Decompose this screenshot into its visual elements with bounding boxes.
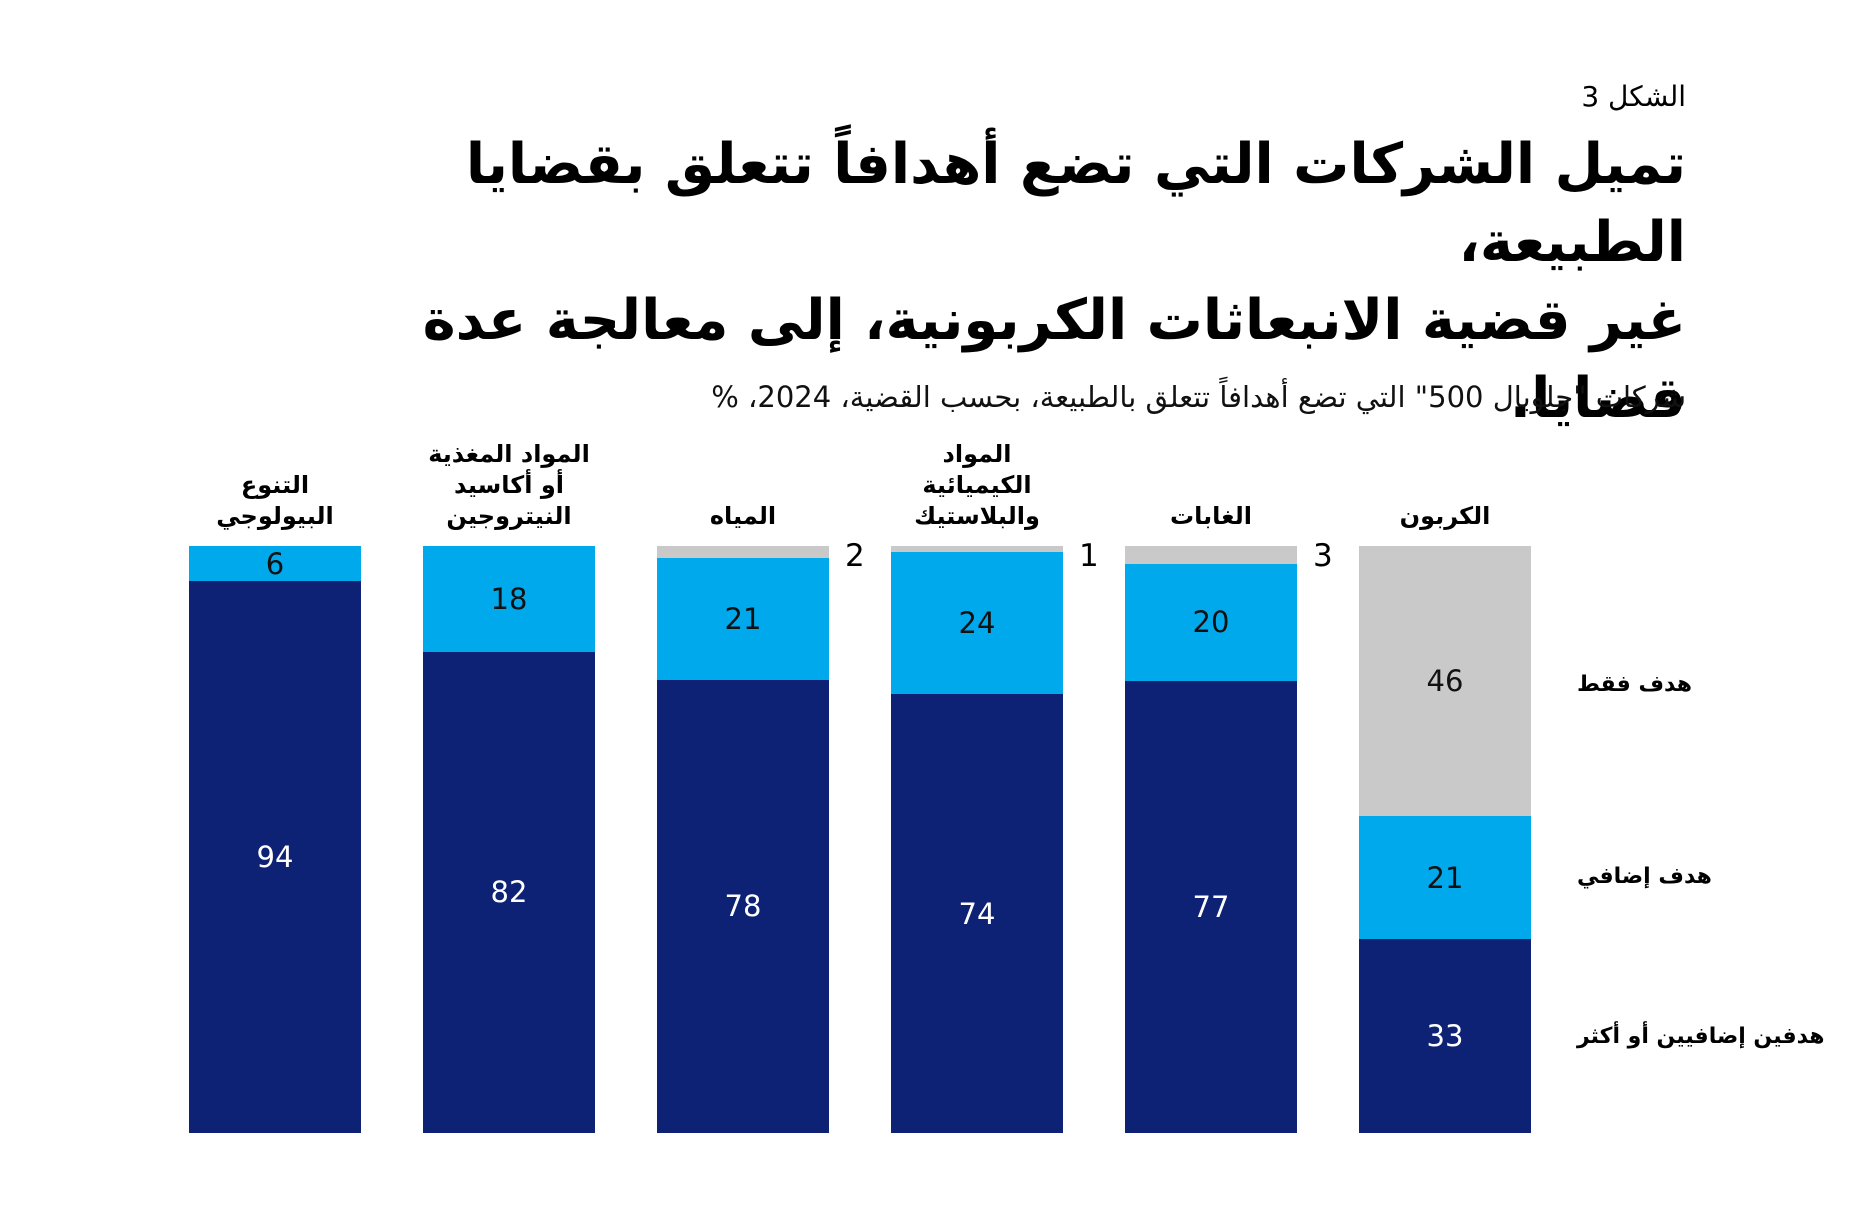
segment-value: 24 xyxy=(958,606,996,641)
segment-only_target: 2 xyxy=(657,539,865,573)
segment-two_or_more: 94 xyxy=(189,581,361,1133)
segment-value: 94 xyxy=(256,840,294,875)
segment-value-outside: 1 xyxy=(1079,538,1099,574)
stacked-bar: 6 94 xyxy=(189,546,361,1133)
chart-subtitle: شركات "جلوبال 500" التي تضع أهدافاً تتعل… xyxy=(711,380,1686,414)
column-header: المواد المغذية أو أكاسيد النيتروجين xyxy=(423,440,595,532)
stacked-bar-chart: التنوع البيولوجي 6 94 المواد المغذية أو أكاس… xyxy=(189,440,1531,1133)
column-header-line: الغابات xyxy=(1170,502,1252,530)
segment-additional_target: 6 xyxy=(189,546,361,582)
chart-column-2: المواد المغذية أو أكاسيد النيتروجين 18 82 xyxy=(423,440,595,1133)
column-header: المياه xyxy=(657,455,829,532)
segment-value: 18 xyxy=(490,581,528,616)
chart-column-5: الغابات 3 20 77 xyxy=(1125,455,1333,1133)
segment-only_target: 3 xyxy=(1125,539,1333,573)
segment-additional_target: 21 xyxy=(657,557,829,680)
segment-additional_target: 20 xyxy=(1125,563,1297,681)
row-label-two-or-more: هدفين إضافيين أو أكثر xyxy=(1577,1024,1825,1049)
column-header: المواد الكيميائية والبلاستيك xyxy=(891,440,1063,532)
segment-value: 21 xyxy=(1426,860,1464,895)
column-header-line: أو أكاسيد النيتروجين xyxy=(446,471,572,530)
stacked-bar: 1 24 74 xyxy=(891,539,1099,1133)
segment-only_target: 1 xyxy=(891,539,1099,573)
row-label-additional-target: هدف إضافي xyxy=(1577,864,1712,889)
segment-value: 74 xyxy=(958,896,996,931)
segment-two_or_more: 77 xyxy=(1125,681,1297,1133)
row-label-only-target: هدف فقط xyxy=(1577,672,1692,697)
stacked-bar: 18 82 xyxy=(423,546,595,1133)
segment-value: 33 xyxy=(1426,1019,1464,1054)
column-header-line: التنوع البيولوجي xyxy=(216,471,334,530)
segment-only_target: 46 xyxy=(1359,546,1531,817)
stacked-bar: 2 21 78 xyxy=(657,539,865,1133)
figure-label: الشكل 3 xyxy=(1581,80,1686,113)
column-header-line: المواد المغذية xyxy=(428,440,590,468)
segment-two_or_more: 82 xyxy=(423,651,595,1133)
segment-two_or_more: 33 xyxy=(1359,939,1531,1133)
segment-value: 21 xyxy=(724,601,762,636)
column-header-line: الكربون xyxy=(1399,502,1491,530)
segment-value-outside: 3 xyxy=(1313,538,1333,574)
segment-value: 77 xyxy=(1192,889,1230,924)
segment-two_or_more: 78 xyxy=(657,679,829,1133)
chart-title-line1: تميل الشركات التي تضع أهدافاً تتعلق بقضا… xyxy=(465,132,1686,275)
segment-value: 46 xyxy=(1426,664,1464,698)
column-header-line: المواد الكيميائية xyxy=(922,440,1032,499)
chart-column-3: المياه 2 21 78 xyxy=(657,455,865,1133)
segment-value: 20 xyxy=(1192,605,1230,640)
segment-additional_target: 18 xyxy=(423,546,595,652)
chart-column-1: التنوع البيولوجي 6 94 xyxy=(189,455,361,1133)
column-header-line: والبلاستيك xyxy=(914,502,1040,530)
segment-value: 82 xyxy=(490,875,528,910)
chart-title: تميل الشركات التي تضع أهدافاً تتعلق بقضا… xyxy=(356,126,1686,438)
chart-column-4: المواد الكيميائية والبلاستيك 1 24 74 xyxy=(891,440,1099,1133)
segment-additional_target: 21 xyxy=(1359,816,1531,940)
column-header: الغابات xyxy=(1125,455,1297,532)
stacked-bar: 3 20 77 xyxy=(1125,539,1333,1133)
segment-two_or_more: 74 xyxy=(891,694,1063,1133)
column-header: الكربون xyxy=(1359,455,1531,532)
stacked-bar: 46 21 33 xyxy=(1359,546,1531,1133)
chart-column-6: الكربون 46 21 33 xyxy=(1359,455,1531,1133)
segment-value-outside: 2 xyxy=(845,538,865,574)
column-header-line: المياه xyxy=(709,502,777,530)
segment-value: 78 xyxy=(724,889,762,924)
segment-value: 6 xyxy=(265,546,285,581)
segment-additional_target: 24 xyxy=(891,551,1063,695)
column-header: التنوع البيولوجي xyxy=(189,455,361,532)
chart-title-line2: غير قضية الانبعاثات الكربونية، إلى معالج… xyxy=(422,288,1686,431)
